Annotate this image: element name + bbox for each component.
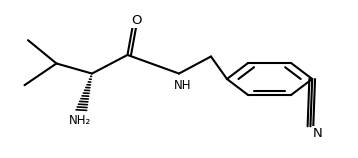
Text: NH₂: NH₂: [68, 114, 91, 127]
Text: O: O: [131, 14, 142, 27]
Text: NH: NH: [174, 79, 191, 92]
Text: N: N: [313, 127, 323, 140]
